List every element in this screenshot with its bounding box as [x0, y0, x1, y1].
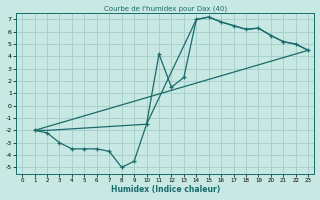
- Title: Courbe de l'humidex pour Dax (40): Courbe de l'humidex pour Dax (40): [104, 6, 227, 12]
- X-axis label: Humidex (Indice chaleur): Humidex (Indice chaleur): [111, 185, 220, 194]
